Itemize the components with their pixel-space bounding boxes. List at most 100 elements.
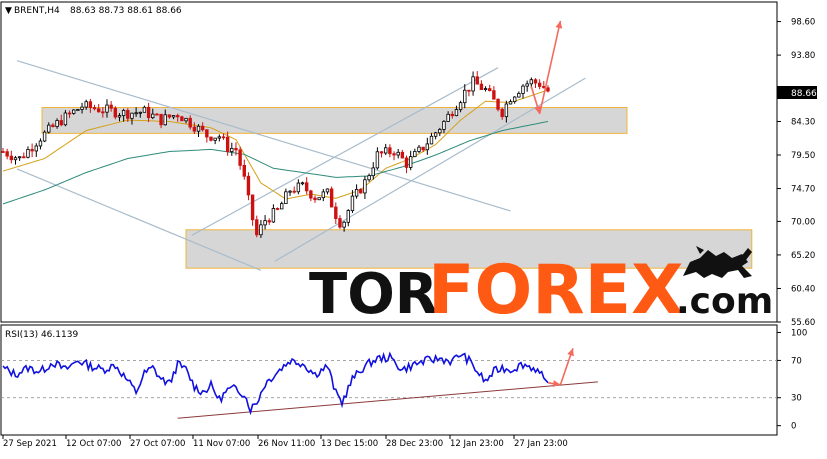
candle-body <box>421 146 425 151</box>
candle-body <box>88 101 93 108</box>
candle-body <box>84 101 88 108</box>
candle-body <box>284 191 288 205</box>
candles <box>1 71 550 238</box>
candle-body <box>500 108 504 118</box>
candle-body <box>496 98 500 110</box>
moving-average-line <box>2 121 549 205</box>
candle-body <box>5 151 9 157</box>
rsi-forecast-arrow-head <box>567 348 574 357</box>
candle-body <box>225 136 230 152</box>
candle-body <box>309 190 313 199</box>
dropdown-icon[interactable]: ▼ <box>5 6 12 16</box>
candle-body <box>417 146 421 152</box>
rsi-tick-label: 0 <box>791 422 796 432</box>
candle-body <box>521 85 525 94</box>
rsi-forecast-arrows <box>547 348 574 388</box>
candle-body <box>130 112 134 119</box>
candle-body <box>317 197 321 201</box>
candle-body <box>59 120 63 126</box>
candle-body <box>159 113 163 126</box>
candle-body <box>350 195 355 211</box>
candle-body <box>63 112 68 126</box>
candle-body <box>113 107 118 118</box>
candle-body <box>234 147 238 151</box>
candle-body <box>134 112 138 115</box>
bull-logo-icon <box>683 246 752 278</box>
candle-body <box>442 120 446 130</box>
time-tick-label: 12 Jan 23:00 <box>450 439 504 449</box>
candle-body <box>255 219 259 236</box>
candle-body <box>246 175 251 196</box>
candle-body <box>117 115 122 118</box>
support-resistance-zones <box>41 107 753 269</box>
channel-line <box>191 67 499 236</box>
ohlc-readout: 88.63 88.73 88.61 88.66 <box>70 6 182 16</box>
candle-body <box>492 90 496 100</box>
candle-body <box>529 79 534 85</box>
time-tick-label: 28 Dec 23:00 <box>386 439 443 449</box>
candle-body <box>400 151 405 159</box>
time-tick-label: 27 Oct 07:00 <box>130 439 185 449</box>
candle-body <box>334 206 338 219</box>
candle-body <box>296 182 301 193</box>
price-tick-label: 60.40 <box>791 284 815 294</box>
candle-body <box>346 210 350 223</box>
candle-body <box>34 145 38 152</box>
candle-body <box>47 124 51 133</box>
candle-body <box>242 164 246 177</box>
watermark-logo: TOR FOREX .com <box>309 246 773 330</box>
price-zone <box>185 229 753 269</box>
candle-body <box>475 76 479 85</box>
candle-body <box>200 125 205 131</box>
candle-body <box>438 129 442 134</box>
price-tick-label: 74.70 <box>791 185 815 195</box>
time-tick-label: 12 Oct 07:00 <box>66 439 121 449</box>
candle-body <box>155 113 159 116</box>
candle-body <box>313 197 317 201</box>
candle-body <box>375 151 380 169</box>
candle-body <box>512 96 517 103</box>
rsi-pane-frame <box>0 324 778 436</box>
rsi-line <box>2 351 549 416</box>
candle-body <box>176 115 180 118</box>
candle-body <box>363 179 367 194</box>
candle-body <box>517 93 521 98</box>
price-pane[interactable]: 98.60 93.80 84.30 79.50 74.70 70.00 65.20 60.40… <box>0 1 817 330</box>
candle-body <box>371 167 375 177</box>
candle-body <box>271 208 276 223</box>
candle-body <box>425 143 430 151</box>
candle-body <box>280 203 284 210</box>
rsi-tick-label: 100 <box>791 328 807 338</box>
candle-body <box>184 117 188 122</box>
rsi-pane[interactable]: 100 70 30 0 RSI(13) 46.1139 <box>0 324 807 436</box>
candle-body <box>450 113 454 117</box>
price-tick-label: 98.60 <box>791 18 815 28</box>
candle-body <box>30 149 34 152</box>
rsi-trend-line-segment <box>177 381 598 419</box>
candle-body <box>463 89 467 104</box>
candle-body <box>76 109 80 111</box>
candle-body <box>126 110 130 119</box>
candle-body <box>275 208 280 210</box>
candle-body <box>1 151 5 153</box>
time-tick-label: 27 Jan 23:00 <box>514 439 568 449</box>
candle-body <box>458 102 463 110</box>
candle-body <box>26 149 30 158</box>
rsi-forecast-arrow-head <box>552 380 561 388</box>
channel-line <box>16 60 511 212</box>
candle-body <box>121 110 126 116</box>
candle-body <box>342 221 346 228</box>
candle-body <box>196 125 201 132</box>
candle-body <box>13 157 18 161</box>
channel-lines <box>16 60 586 271</box>
watermark-tor: TOR <box>309 262 438 327</box>
candle-body <box>42 131 47 142</box>
watermark-com: .com <box>676 281 773 322</box>
candle-body <box>483 88 488 90</box>
candle-body <box>367 175 371 181</box>
candle-body <box>396 151 400 156</box>
candle-body <box>51 124 55 127</box>
candle-body <box>80 106 84 110</box>
